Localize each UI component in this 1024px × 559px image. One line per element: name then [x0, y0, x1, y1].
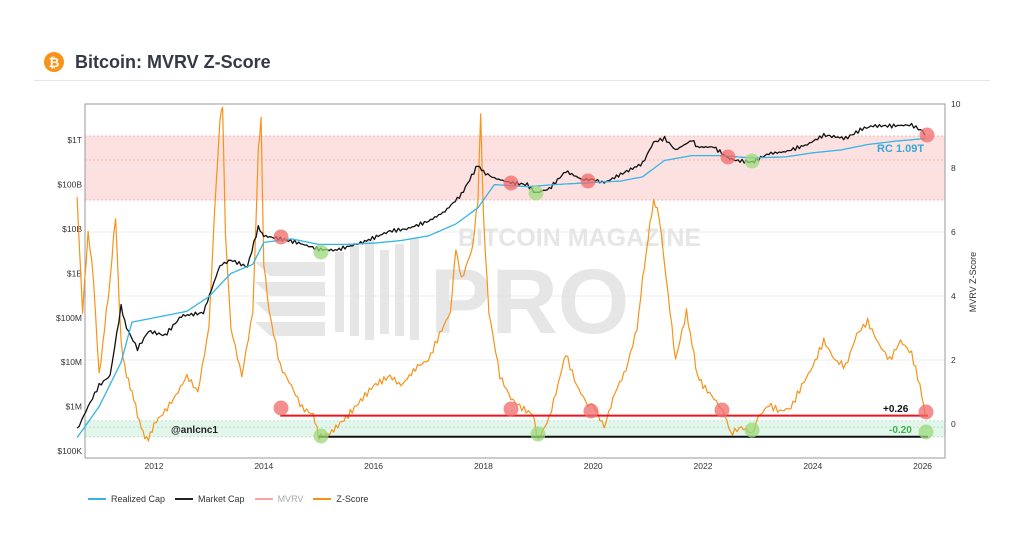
green-marker: [313, 244, 329, 260]
legend-swatch: [254, 498, 273, 500]
undervalued-band: [85, 420, 945, 437]
bitcoin-icon: ₿: [44, 52, 64, 72]
x-tick: 2024: [803, 461, 822, 471]
legend-item-z-score[interactable]: Z-Score: [313, 494, 368, 504]
x-tick: 2012: [145, 461, 164, 471]
x-tick: 2016: [364, 461, 383, 471]
realized-cap-line: [76, 137, 926, 438]
y-left-tick: $10B: [62, 224, 82, 234]
red-marker: [503, 175, 519, 191]
y-left-tick: $1T: [67, 135, 82, 145]
grid-lines: [85, 167, 945, 361]
red-marker: [918, 404, 934, 420]
y-left-tick: $100K: [57, 446, 82, 456]
watermark-line1: BITCOIN MAGAZINE: [458, 224, 701, 252]
y-right-tick: 10: [951, 99, 961, 109]
green-marker: [528, 185, 544, 201]
chart-header: ₿ Bitcoin: MVRV Z-Score: [44, 48, 271, 76]
y-right-tick: 2: [951, 355, 956, 365]
red-marker: [583, 403, 599, 419]
chart-legend: Realized Cap Market Cap MVRV Z-Score: [88, 494, 378, 504]
red-marker: [720, 149, 736, 165]
reference-lines: [280, 414, 929, 438]
y-right-tick: 0: [951, 419, 956, 429]
x-tick: 2026: [913, 461, 932, 471]
axes: $100K $1M $10M $100M $1B $10B $100B $1T 0 2 4 6 8 10 2…: [56, 99, 978, 471]
annotations: RC 1.09T +0.26 -0.20 @anlcnc1: [171, 143, 924, 436]
markers: [273, 127, 935, 444]
red-marker: [919, 127, 935, 143]
z-score-line: [76, 106, 926, 442]
y-right-label: MVRV Z-Score: [968, 252, 978, 312]
author-handle: @anlcnc1: [171, 425, 218, 436]
red-marker: [273, 229, 289, 245]
x-tick: 2022: [694, 461, 713, 471]
legend-item-realized-cap[interactable]: Realized Cap: [88, 494, 165, 504]
minus-label: -0.20: [889, 425, 912, 436]
y-right-tick: 6: [951, 227, 956, 237]
watermark-line2: PRO: [430, 251, 629, 353]
green-marker: [313, 428, 329, 444]
market-cap-line: [76, 122, 926, 429]
green-marker: [918, 424, 934, 440]
x-tick: 2018: [474, 461, 493, 471]
legend-swatch: [313, 498, 332, 500]
page-title: Bitcoin: MVRV Z-Score: [75, 51, 271, 72]
legend-label: MVRV: [277, 494, 304, 504]
red-marker: [714, 402, 730, 418]
series: [76, 106, 926, 442]
green-marker: [530, 426, 546, 442]
y-left-tick: $1M: [65, 402, 82, 412]
legend-item-mvrv[interactable]: MVRV: [254, 494, 304, 504]
y-right-tick: 4: [951, 291, 956, 301]
green-marker: [744, 153, 760, 169]
rc-label: RC 1.09T: [877, 143, 924, 155]
legend-label: Market Cap: [198, 494, 245, 504]
plus-label: +0.26: [883, 404, 909, 415]
legend-swatch: [175, 498, 194, 500]
legend-item-market-cap[interactable]: Market Cap: [175, 494, 245, 504]
y-left-tick: $1B: [67, 268, 82, 278]
legend-label: Z-Score: [336, 494, 369, 504]
y-left-tick: $100B: [57, 180, 82, 190]
watermark: BITCOIN MAGAZINE PRO: [255, 224, 701, 353]
red-marker: [503, 401, 519, 417]
y-left-tick: $10M: [61, 357, 82, 367]
y-right-tick: 8: [951, 163, 956, 173]
red-marker: [273, 400, 289, 416]
legend-swatch: [88, 498, 106, 500]
x-tick: 2014: [254, 461, 273, 471]
header-divider: [34, 80, 990, 81]
y-left-tick: $100M: [56, 313, 82, 323]
red-marker: [580, 173, 596, 189]
x-tick: 2020: [584, 461, 603, 471]
green-marker: [744, 422, 760, 438]
legend-label: Realized Cap: [111, 494, 166, 504]
